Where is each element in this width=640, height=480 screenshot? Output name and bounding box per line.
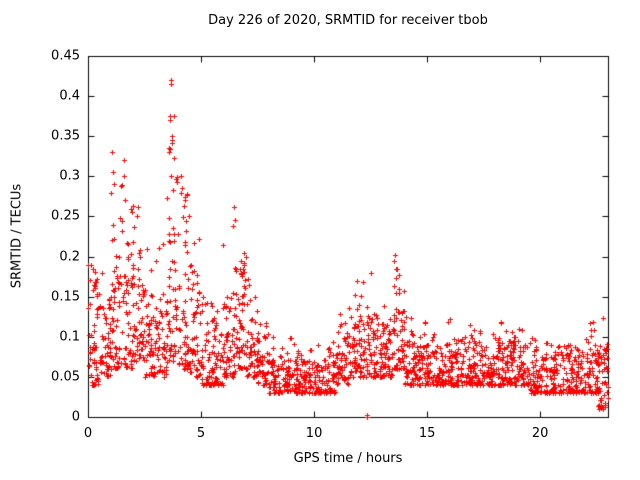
chart-title: Day 226 of 2020, SRMTID for receiver tbo…	[208, 13, 488, 28]
y-tick-label: 0.2	[59, 249, 80, 265]
y-tick-label: 0.35	[51, 128, 80, 144]
x-tick-label: 20	[531, 426, 549, 441]
y-tick-label: 0.45	[51, 48, 80, 64]
y-axis-label: SRMTID / TECUs	[9, 183, 25, 289]
y-tick-label: 0.3	[59, 168, 80, 184]
y-tick-label: 0.05	[51, 369, 80, 385]
x-tick-label: 0	[83, 426, 93, 441]
y-tick-label: 0.25	[51, 208, 80, 224]
y-tick-label: 0.1	[59, 329, 80, 345]
x-tick-label: 15	[418, 426, 436, 441]
x-tick-label: 5	[196, 426, 206, 441]
y-tick-label: 0	[71, 409, 80, 425]
x-tick-label: 10	[305, 426, 323, 441]
x-axis-label: GPS time / hours	[293, 451, 403, 466]
y-tick-label: 0.15	[51, 289, 80, 305]
y-tick-label: 0.4	[59, 88, 80, 104]
